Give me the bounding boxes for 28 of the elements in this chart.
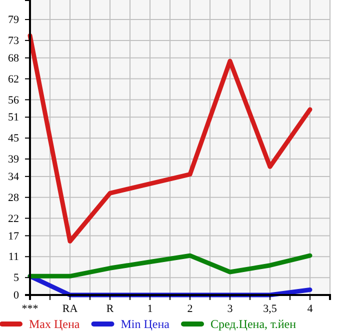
y-tick-label: 0 xyxy=(14,290,20,302)
y-tick-label: 11 xyxy=(8,251,19,264)
x-tick-label: 3,5 xyxy=(263,302,278,315)
x-tick-label: RA xyxy=(62,302,78,315)
y-tick-label: 17 xyxy=(8,230,20,242)
legend-label: Max Цена xyxy=(29,317,80,331)
line-series xyxy=(28,253,312,278)
y-tick-label: 39 xyxy=(8,154,20,166)
x-tick-label: *** xyxy=(22,302,38,315)
y-tick-label: 34 xyxy=(8,170,20,183)
y-tick-label: 73 xyxy=(8,34,20,47)
y-tick-label: 51 xyxy=(8,112,19,124)
y-tick-label: 56 xyxy=(8,94,20,106)
x-tick-label: R xyxy=(106,302,114,315)
y-tick-label: 28 xyxy=(8,192,20,204)
y-tick-label: 5 xyxy=(14,272,20,284)
y-tick-label: 45 xyxy=(8,132,20,145)
y-tick-label: 22 xyxy=(8,212,19,225)
x-tick-label: 3 xyxy=(227,302,234,315)
line-series xyxy=(28,33,312,244)
legend-label: Сред.Цена, т.йен xyxy=(210,317,297,331)
x-tick-label: 2 xyxy=(187,302,193,315)
legend-label: Min Цена xyxy=(120,317,170,331)
x-tick-label: 4 xyxy=(307,302,314,315)
x-tick-label: 1 xyxy=(147,302,153,315)
y-tick-label: 62 xyxy=(8,73,19,86)
y-tick-label: 68 xyxy=(8,52,20,64)
y-tick-label: 79 xyxy=(8,14,20,26)
